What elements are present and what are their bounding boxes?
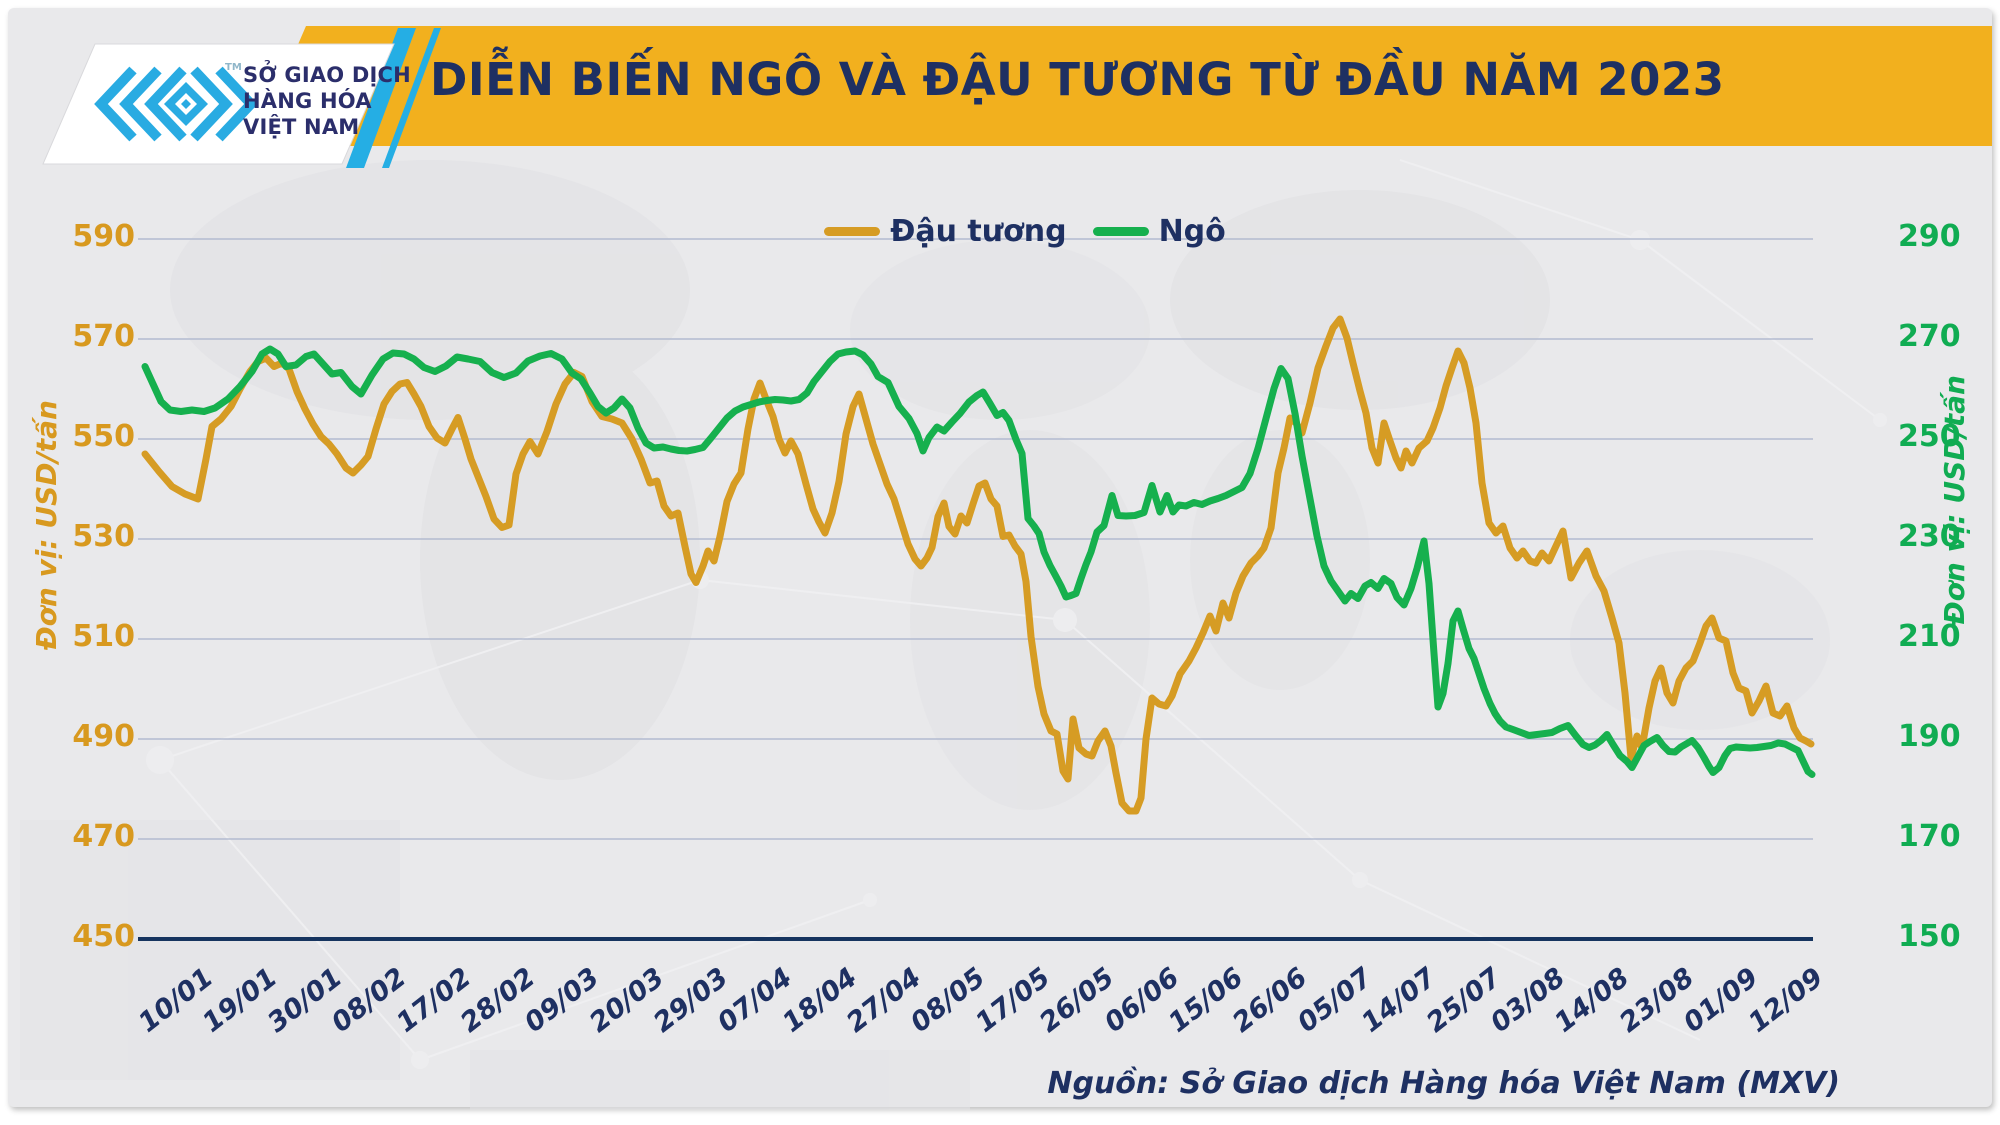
right-tick-170: 170 bbox=[1898, 819, 1961, 854]
left-tick-510: 510 bbox=[72, 619, 135, 654]
source-caption: Nguồn: Sở Giao dịch Hàng hóa Việt Nam (M… bbox=[1047, 1066, 1840, 1101]
left-tick-450: 450 bbox=[72, 919, 135, 954]
logo-text-line2: HÀNG HÓA bbox=[243, 89, 372, 113]
logo-text-line3: VIỆT NAM bbox=[243, 115, 360, 139]
left-tick-490: 490 bbox=[72, 719, 135, 754]
legend-item-dau-tuong: Đậu tương bbox=[824, 214, 1067, 249]
legend-label-dau-tuong: Đậu tương bbox=[890, 214, 1067, 249]
left-tick-550: 550 bbox=[72, 419, 135, 454]
chart-legend: Đậu tương Ngô bbox=[600, 214, 1450, 249]
line-đậu-tương bbox=[141, 315, 1815, 815]
logo-text-line1: SỞ GIAO DỊCH bbox=[243, 63, 411, 87]
mxv-logo-icon bbox=[94, 66, 258, 142]
title-banner bbox=[254, 26, 1992, 146]
left-tick-570: 570 bbox=[72, 319, 135, 354]
logo-text: SỞ GIAO DỊCH HÀNG HÓA VIỆT NAM bbox=[243, 62, 411, 140]
right-tick-190: 190 bbox=[1898, 719, 1961, 754]
line-ngô bbox=[141, 345, 1816, 778]
legend-item-ngo: Ngô bbox=[1092, 214, 1226, 249]
right-tick-270: 270 bbox=[1898, 319, 1961, 354]
right-axis-unit-label: Đơn vị: USD/tấn bbox=[1938, 375, 1971, 625]
left-tick-590: 590 bbox=[72, 219, 135, 254]
dau-tuong-line-swatch bbox=[824, 227, 881, 236]
legend-label-ngo: Ngô bbox=[1158, 214, 1226, 249]
chart-title: DIỄN BIẾN NGÔ VÀ ĐẬU TƯƠNG TỪ ĐẦU NĂM 20… bbox=[430, 53, 1725, 106]
right-tick-250: 250 bbox=[1898, 419, 1961, 454]
right-tick-150: 150 bbox=[1898, 919, 1961, 954]
gridlines bbox=[138, 238, 1813, 941]
right-tick-230: 230 bbox=[1898, 519, 1961, 554]
logo-slash-thin bbox=[382, 28, 441, 168]
trademark-label: TM bbox=[225, 62, 242, 73]
price-lines bbox=[141, 315, 1816, 815]
left-tick-470: 470 bbox=[72, 819, 135, 854]
right-tick-290: 290 bbox=[1898, 219, 1961, 254]
left-tick-530: 530 bbox=[72, 519, 135, 554]
ngo-line-swatch bbox=[1092, 227, 1149, 236]
right-tick-210: 210 bbox=[1898, 619, 1961, 654]
logo-slash-thick bbox=[346, 28, 416, 168]
